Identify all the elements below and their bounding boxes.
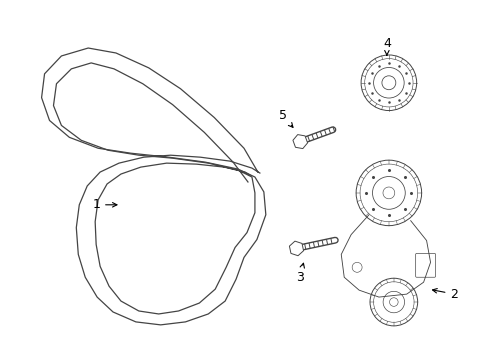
Polygon shape [289,241,303,256]
Text: 1: 1 [92,198,117,211]
Text: 3: 3 [295,263,304,284]
Text: 2: 2 [431,288,457,301]
Text: 5: 5 [278,109,292,127]
Text: 4: 4 [382,37,390,55]
Polygon shape [292,135,307,149]
